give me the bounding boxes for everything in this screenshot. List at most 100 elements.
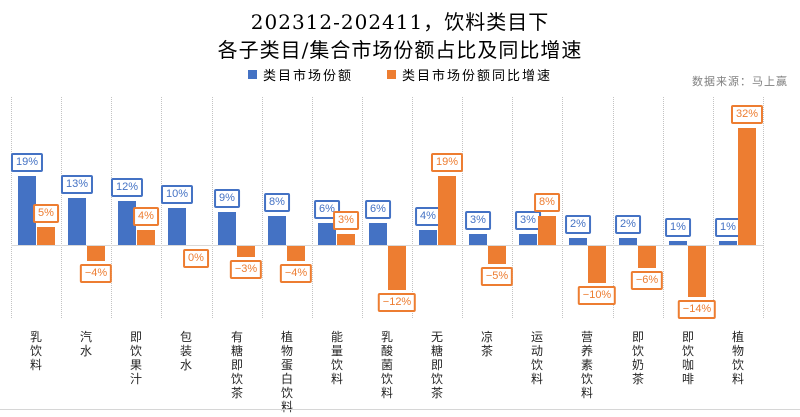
growth-bar [488, 246, 506, 264]
legend-item-share: 类目市场份额 [247, 65, 353, 84]
gridline [262, 97, 263, 318]
gridline [362, 97, 363, 318]
share-value-label: 12% [110, 178, 144, 197]
share-bar [168, 208, 186, 245]
gridline [613, 97, 614, 318]
growth-swatch-icon [387, 69, 396, 79]
share-bar [118, 201, 136, 245]
gridline [412, 97, 413, 318]
gridline [161, 97, 162, 318]
share-value-label: 6% [365, 200, 391, 219]
share-value-label: 1% [665, 218, 691, 237]
growth-bar [287, 246, 305, 261]
growth-bar [588, 246, 606, 283]
category-label: 能量饮料 [330, 330, 343, 386]
category-label: 包装水 [179, 330, 192, 372]
gridline [562, 97, 563, 318]
share-value-label: 2% [615, 215, 641, 234]
growth-bar [37, 227, 55, 245]
share-bar [669, 241, 687, 245]
category-axis: 乳饮料 汽水 即饮果汁 包装水 有糖即饮茶 植物蛋白饮料 能量饮料 乳酸菌饮料 无糖即饮茶 凉茶 运… [11, 330, 763, 414]
growth-value-label: −12% [377, 293, 417, 312]
category-label: 凉茶 [480, 330, 493, 358]
growth-bar [538, 216, 556, 245]
share-bar [318, 223, 336, 245]
growth-bar [688, 246, 706, 297]
share-bar [619, 238, 637, 245]
gridline [713, 97, 714, 318]
category-label: 即饮果汁 [129, 330, 142, 386]
growth-value-label: 8% [534, 193, 560, 212]
x-axis-line [11, 245, 763, 246]
growth-bar [388, 246, 406, 290]
growth-value-label: −5% [480, 267, 514, 286]
share-value-label: 10% [160, 185, 194, 204]
gridline [462, 97, 463, 318]
bottom-divider [0, 409, 800, 410]
growth-value-label: 3% [333, 211, 359, 230]
gridline [111, 97, 112, 318]
growth-value-label: −10% [577, 286, 617, 305]
legend-growth-label: 类目市场份额同比增速 [402, 68, 553, 84]
share-bar [569, 238, 587, 245]
chart-title-line1: 202312-202411，饮料类目下 [250, 10, 550, 34]
share-bar [18, 176, 36, 245]
growth-value-label: 0% [183, 249, 209, 268]
share-bar [519, 234, 537, 245]
chart-title-line2: 各子类目/集合市场份额占比及同比增速 [217, 38, 583, 62]
share-bar [268, 216, 286, 245]
share-value-label: 3% [515, 211, 541, 230]
growth-bar [87, 246, 105, 261]
data-source: 数据来源：马上赢 [692, 75, 788, 88]
category-label: 即饮咖啡 [681, 330, 694, 386]
growth-bar [337, 234, 355, 245]
share-value-label: 8% [264, 193, 290, 212]
category-label: 汽水 [79, 330, 92, 358]
category-label: 植物蛋白饮料 [280, 330, 293, 414]
growth-value-label: 5% [33, 204, 59, 223]
share-value-label: 9% [214, 189, 240, 208]
growth-bar [137, 230, 155, 245]
growth-value-label: 32% [730, 105, 764, 124]
category-label: 无糖即饮茶 [430, 330, 443, 400]
category-label: 植物饮料 [731, 330, 744, 386]
share-value-label: 2% [565, 215, 591, 234]
gridline [312, 97, 313, 318]
growth-value-label: −4% [279, 264, 313, 283]
gridline [763, 97, 764, 318]
growth-value-label: 19% [430, 153, 464, 172]
share-bar [719, 241, 737, 245]
legend-share-label: 类目市场份额 [262, 68, 353, 84]
category-label: 即饮奶茶 [631, 330, 644, 386]
share-bar [218, 212, 236, 245]
gridline [61, 97, 62, 318]
category-label: 有糖即饮茶 [230, 330, 243, 400]
category-label: 运动饮料 [530, 330, 543, 386]
growth-value-label: 4% [133, 207, 159, 226]
share-bar [419, 230, 437, 245]
share-bar [369, 223, 387, 245]
growth-value-label: −4% [79, 264, 113, 283]
gridline [11, 97, 12, 318]
growth-value-label: −6% [630, 271, 664, 290]
gridline [663, 97, 664, 318]
category-label: 营养素饮料 [580, 330, 593, 400]
growth-bar [638, 246, 656, 268]
legend-item-growth: 类目市场份额同比增速 [387, 65, 552, 84]
share-value-label: 13% [60, 175, 94, 194]
gridline [212, 97, 213, 318]
growth-bar [738, 128, 756, 245]
share-swatch-icon [247, 69, 257, 79]
plot-area: 19% 5% 13% −4% 12% 4% 10% 0% 9% −3% 8% −4% 6% 3% 6% −12… [10, 97, 764, 319]
category-label: 乳饮料 [29, 330, 42, 372]
growth-bar [438, 176, 456, 245]
category-label: 乳酸菌饮料 [380, 330, 393, 400]
share-value-label: 19% [10, 153, 44, 172]
share-bar [68, 198, 86, 245]
growth-value-label: −14% [677, 300, 717, 319]
growth-value-label: −3% [229, 260, 263, 279]
share-value-label: 3% [465, 211, 491, 230]
legend: 类目市场份额 类目市场份额同比增速 [0, 64, 800, 84]
growth-bar [237, 246, 255, 257]
